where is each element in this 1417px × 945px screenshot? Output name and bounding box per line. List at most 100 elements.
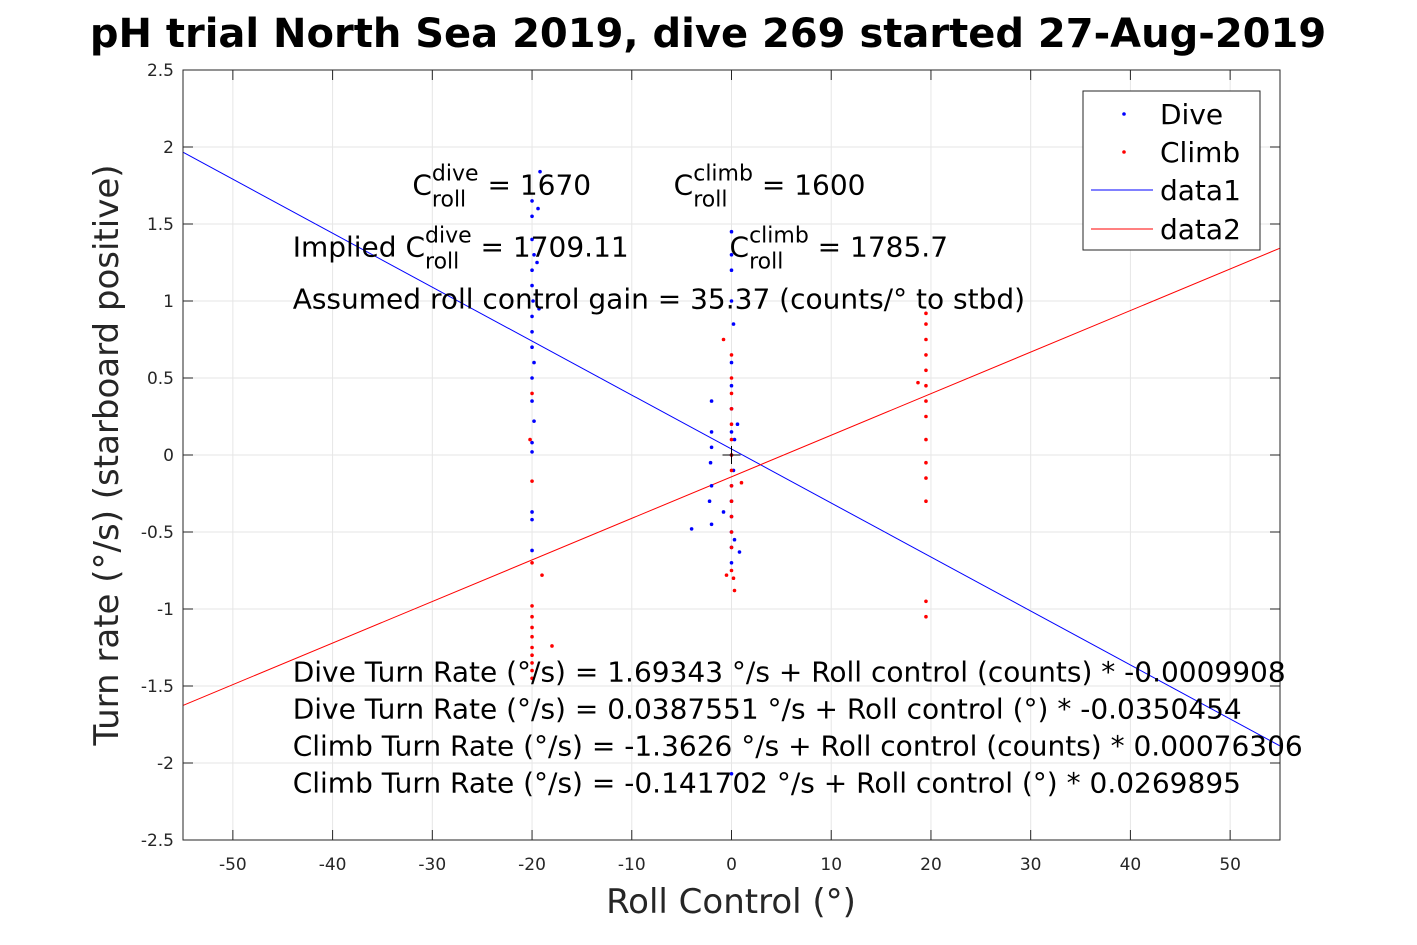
x-tick-label: 10 — [820, 855, 842, 875]
x-axis-label: Roll Control (°) — [606, 882, 856, 922]
climb-point — [924, 337, 928, 342]
y-tick-label: 0.5 — [147, 369, 174, 389]
climb-point — [924, 368, 928, 373]
origin-crosshair — [722, 446, 741, 464]
climb-point — [729, 353, 734, 357]
dive-point — [537, 306, 541, 311]
axis-ticks: -50 -40 -30 -20 -10 0 10 20 30 40 50 2.5 2 1.5 1 0.5 0 -0… — [141, 61, 1280, 875]
dive-point — [729, 360, 734, 365]
y-tick-label: 0 — [163, 446, 174, 466]
climb-point — [732, 588, 737, 593]
dive-point — [530, 510, 534, 514]
climb-point — [924, 614, 928, 619]
dive-point — [707, 499, 712, 504]
climb-point — [924, 399, 928, 403]
climb-point — [729, 391, 734, 396]
climb-point — [924, 322, 928, 326]
annotation-eq4: Climb Turn Rate (°/s) = -0.141702 °/s + … — [293, 766, 1241, 799]
legend-data2-label: data2 — [1160, 213, 1241, 246]
dive-point — [530, 450, 534, 454]
dive-point — [735, 422, 740, 427]
climb-point — [924, 599, 928, 604]
climb-point — [916, 380, 920, 385]
climb-point — [530, 561, 534, 565]
climb-point — [530, 676, 534, 681]
climb-point — [528, 437, 532, 442]
climb-point — [530, 604, 534, 608]
climb-point — [530, 645, 534, 650]
annotation-value: = 1709.11 — [472, 230, 629, 263]
dive-point — [530, 345, 534, 350]
dive-point — [709, 445, 714, 450]
legend: Dive Climb data1 data2 — [1082, 90, 1261, 251]
annotation-superscript: climb — [693, 162, 753, 187]
annotation-superscript: dive — [432, 162, 479, 187]
climb-point — [530, 661, 534, 665]
dive-point — [729, 253, 734, 257]
dive-point — [532, 419, 536, 423]
chart-title: pH trial North Sea 2019, dive 269 starte… — [90, 11, 1326, 57]
dive-point — [708, 460, 713, 465]
dive-point — [530, 399, 534, 403]
x-tick-label: 20 — [920, 855, 942, 875]
x-tick-label: -50 — [219, 855, 247, 875]
climb-point — [924, 311, 928, 316]
annotation-subscript: roll — [425, 249, 459, 274]
dive-point — [530, 376, 534, 380]
dive-point — [530, 214, 534, 219]
annotation-cclimb: Cclimb roll = 1600 — [674, 162, 866, 213]
climb-point — [731, 576, 736, 580]
climb-point — [540, 573, 544, 577]
y-tick-label: 2.5 — [147, 61, 174, 81]
climb-point — [924, 353, 928, 357]
dive-point — [729, 430, 734, 434]
y-tick-label: -2.5 — [141, 831, 174, 851]
dive-point — [536, 206, 540, 211]
data-points — [528, 169, 928, 776]
dive-point — [721, 510, 726, 514]
legend-climb-marker — [1122, 150, 1126, 154]
climb-point — [729, 407, 734, 411]
dive-point — [530, 517, 534, 522]
dive-point — [530, 330, 534, 334]
climb-point — [530, 653, 534, 657]
annotation-value: = 1600 — [753, 169, 866, 202]
x-tick-label: -20 — [518, 855, 546, 875]
dive-point — [689, 527, 694, 531]
dive-point — [729, 561, 734, 565]
legend-dive-marker — [1122, 112, 1126, 116]
climb-point — [729, 437, 734, 442]
dive-point — [729, 383, 734, 388]
annotation-subscript: roll — [432, 188, 466, 213]
annotation-cdive: Cdive roll = 1670 — [412, 162, 591, 213]
y-tick-label: -1.5 — [141, 677, 174, 697]
climb-point — [739, 480, 744, 485]
climb-point — [530, 625, 534, 630]
dive-point — [731, 322, 736, 326]
annotation-symbol: C — [405, 230, 425, 263]
climb-point — [721, 337, 726, 342]
x-tick-label: 0 — [726, 855, 737, 875]
annotation-impliedclimb: Cclimb roll = 1785.7 — [730, 223, 949, 274]
climb-point — [729, 376, 734, 380]
annotation-subscript: roll — [749, 249, 783, 274]
annotation-eq3: Climb Turn Rate (°/s) = -1.3626 °/s + Ro… — [293, 729, 1303, 762]
dive-point — [709, 522, 714, 527]
climb-point — [530, 479, 534, 483]
fit-line-data2 — [182, 247, 1281, 706]
dive-point — [532, 360, 536, 365]
y-tick-label: -2 — [157, 754, 174, 774]
x-tick-label: -10 — [618, 855, 646, 875]
dive-point — [530, 199, 534, 203]
annotation-value: = 1670 — [479, 169, 592, 202]
dive-point — [530, 237, 534, 242]
climb-point — [729, 422, 734, 427]
dive-point — [732, 537, 737, 542]
climb-point — [924, 414, 928, 419]
dive-point — [709, 399, 714, 403]
dive-point — [729, 299, 734, 303]
dive-point — [538, 169, 542, 174]
legend-climb-label: Climb — [1160, 136, 1240, 169]
x-tick-label: -30 — [418, 855, 446, 875]
